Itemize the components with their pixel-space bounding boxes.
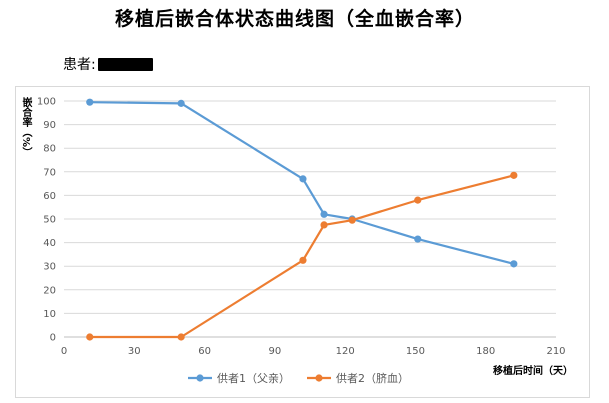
y-tick-label: 80 — [43, 144, 56, 155]
y-tick-label: 70 — [43, 167, 56, 178]
x-tick-label: 150 — [406, 346, 425, 357]
data-point-series-1 — [510, 260, 518, 268]
page-title: 移植后嵌合体状态曲线图（全血嵌合率） — [114, 8, 475, 30]
gridlines — [64, 100, 556, 338]
y-tick-label: 20 — [43, 285, 56, 296]
x-tick-labels: 0 30 60 90 120 150 180 210 — [61, 346, 566, 357]
x-tick-label: 180 — [476, 346, 495, 357]
y-tick-label: 100 — [37, 97, 56, 108]
y-tick-label: 50 — [43, 215, 56, 226]
y-axis-label: 嵌合率（%） — [20, 97, 31, 158]
series-line-1 — [89, 101, 515, 265]
patient-info: 患者: — [63, 54, 153, 74]
series-line-2 — [89, 174, 515, 339]
data-point-series-2 — [320, 221, 328, 229]
chart-frame — [15, 86, 590, 398]
data-point-series-1 — [414, 235, 422, 243]
series-group — [86, 98, 518, 341]
data-point-series-2 — [348, 216, 356, 224]
legend-swatch-marker — [315, 374, 323, 382]
x-tick-label: 30 — [128, 346, 141, 357]
y-tick-label: 40 — [43, 238, 56, 249]
y-tick-label: 90 — [43, 120, 56, 131]
redacted-patient-name — [97, 57, 153, 71]
data-point-series-1 — [320, 210, 328, 218]
x-tick-label: 60 — [198, 346, 211, 357]
legend-label: 供者1（父亲） — [217, 371, 290, 385]
legend-swatch-marker — [196, 374, 204, 382]
x-tick-label: 120 — [336, 346, 355, 357]
x-axis-label: 移植后时间（天） — [493, 364, 573, 377]
data-point-series-1 — [299, 175, 307, 183]
y-tick-label: 30 — [43, 262, 56, 273]
y-tick-label: 10 — [43, 309, 56, 320]
x-tick-label: 0 — [61, 346, 67, 357]
legend: 供者1（父亲） 供者2（脐血） — [188, 371, 409, 385]
data-point-series-2 — [177, 333, 185, 341]
y-tick-label: 60 — [43, 191, 56, 202]
x-tick-label: 90 — [268, 346, 281, 357]
patient-label: 患者: — [63, 57, 96, 73]
data-point-series-2 — [414, 196, 422, 204]
data-point-series-1 — [177, 99, 185, 107]
data-point-series-2 — [86, 333, 94, 341]
legend-label: 供者2（脐血） — [336, 371, 409, 385]
data-point-series-2 — [299, 256, 307, 264]
x-tick-label: 210 — [546, 346, 565, 357]
y-tick-label: 0 — [50, 333, 56, 344]
data-point-series-1 — [86, 98, 94, 106]
y-tick-labels: 0 10 20 30 40 50 60 70 80 90 100 — [37, 97, 56, 344]
data-point-series-2 — [510, 171, 518, 179]
